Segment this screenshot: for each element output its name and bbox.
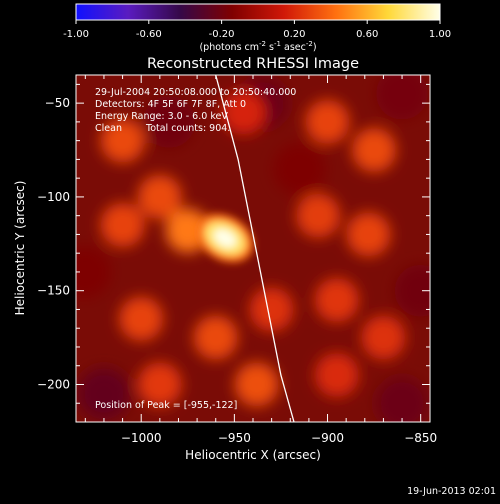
- colorbar-tick-label: -0.60: [136, 29, 162, 40]
- colorbar-tick-label: 0.20: [283, 29, 305, 40]
- annotation-energy: Energy Range: 3.0 - 6.0 keV: [95, 111, 228, 122]
- heatmap-blob: [100, 118, 145, 163]
- x-axis-ticks: −1000 −950 −900 −850: [84, 75, 437, 445]
- heatmap-void: [394, 264, 430, 317]
- colorbar-tick-label: 0.60: [356, 29, 378, 40]
- y-tick-label: −100: [37, 190, 70, 204]
- y-axis-ticks: −50 −100 −150 −200: [37, 83, 430, 423]
- annotation-time: 29-Jul-2004 20:50:08.000 to 20:50:40.000: [95, 87, 296, 98]
- heatmap-blob: [234, 362, 279, 407]
- heatmap-blob: [361, 315, 406, 360]
- colorbar-ticks: -1.00 -0.60 -0.20 0.20 0.60 1.00: [63, 20, 451, 40]
- heatmap-blob: [221, 90, 266, 135]
- colorbar-units-label: (photons cm-2 s-1 asec-2): [199, 40, 316, 53]
- heatmap-blob: [193, 315, 238, 360]
- annotation-method: Clean: [95, 123, 122, 134]
- heatmap-void: [143, 95, 196, 148]
- heatmap-blob: [137, 174, 182, 219]
- heatmap-blob: [249, 287, 294, 332]
- x-tick-label: −900: [311, 431, 344, 445]
- heatmap-void: [273, 142, 326, 195]
- chart-title: Reconstructed RHESSI Image: [147, 56, 359, 72]
- y-tick-label: −50: [45, 96, 70, 110]
- x-tick-label: −1000: [121, 431, 162, 445]
- annotation-counts: Total counts: 904.: [145, 123, 230, 134]
- heatmap-blob: [314, 353, 359, 398]
- image-annotations: 29-Jul-2004 20:50:08.000 to 20:50:40.000…: [95, 87, 296, 411]
- flare-peak: [213, 229, 237, 248]
- colorbar-tick-label: -1.00: [63, 29, 89, 40]
- y-tick-label: −150: [37, 284, 70, 298]
- heatmap-void: [77, 367, 130, 420]
- colorbar-tick-label: -0.20: [209, 29, 235, 40]
- heatmap-blob: [165, 208, 210, 253]
- solar-limb-line: [215, 75, 295, 422]
- colorbar-tick-label: 1.00: [429, 29, 451, 40]
- y-axis-label: Heliocentric Y (arcsec): [13, 181, 27, 316]
- heatmap-blob: [352, 128, 397, 173]
- heatmap-blob: [119, 296, 164, 341]
- heatmap-blob: [305, 99, 350, 144]
- heatmap-void: [376, 75, 429, 120]
- heatmap-void: [76, 245, 112, 298]
- y-tick-label: −200: [37, 377, 70, 391]
- annotation-peak-position: Position of Peak = [-955,-122]: [95, 400, 237, 411]
- heatmap-blob: [314, 278, 359, 323]
- x-tick-label: −950: [218, 431, 251, 445]
- heatmap-void: [376, 377, 429, 422]
- x-tick-label: −850: [404, 431, 437, 445]
- heatmap-blob: [137, 362, 182, 407]
- rhessi-image: [76, 75, 430, 422]
- colorbar: [75, 3, 441, 21]
- footer-timestamp: 19-Jun-2013 02:01: [407, 486, 496, 497]
- annotation-detectors: Detectors: 4F 5F 6F 7F 8F, Att 0: [95, 99, 246, 110]
- x-axis-label: Heliocentric X (arcsec): [185, 448, 321, 462]
- heatmap-blob: [100, 203, 145, 248]
- heatmap-blob: [296, 193, 341, 238]
- heatmap-blob: [346, 212, 391, 257]
